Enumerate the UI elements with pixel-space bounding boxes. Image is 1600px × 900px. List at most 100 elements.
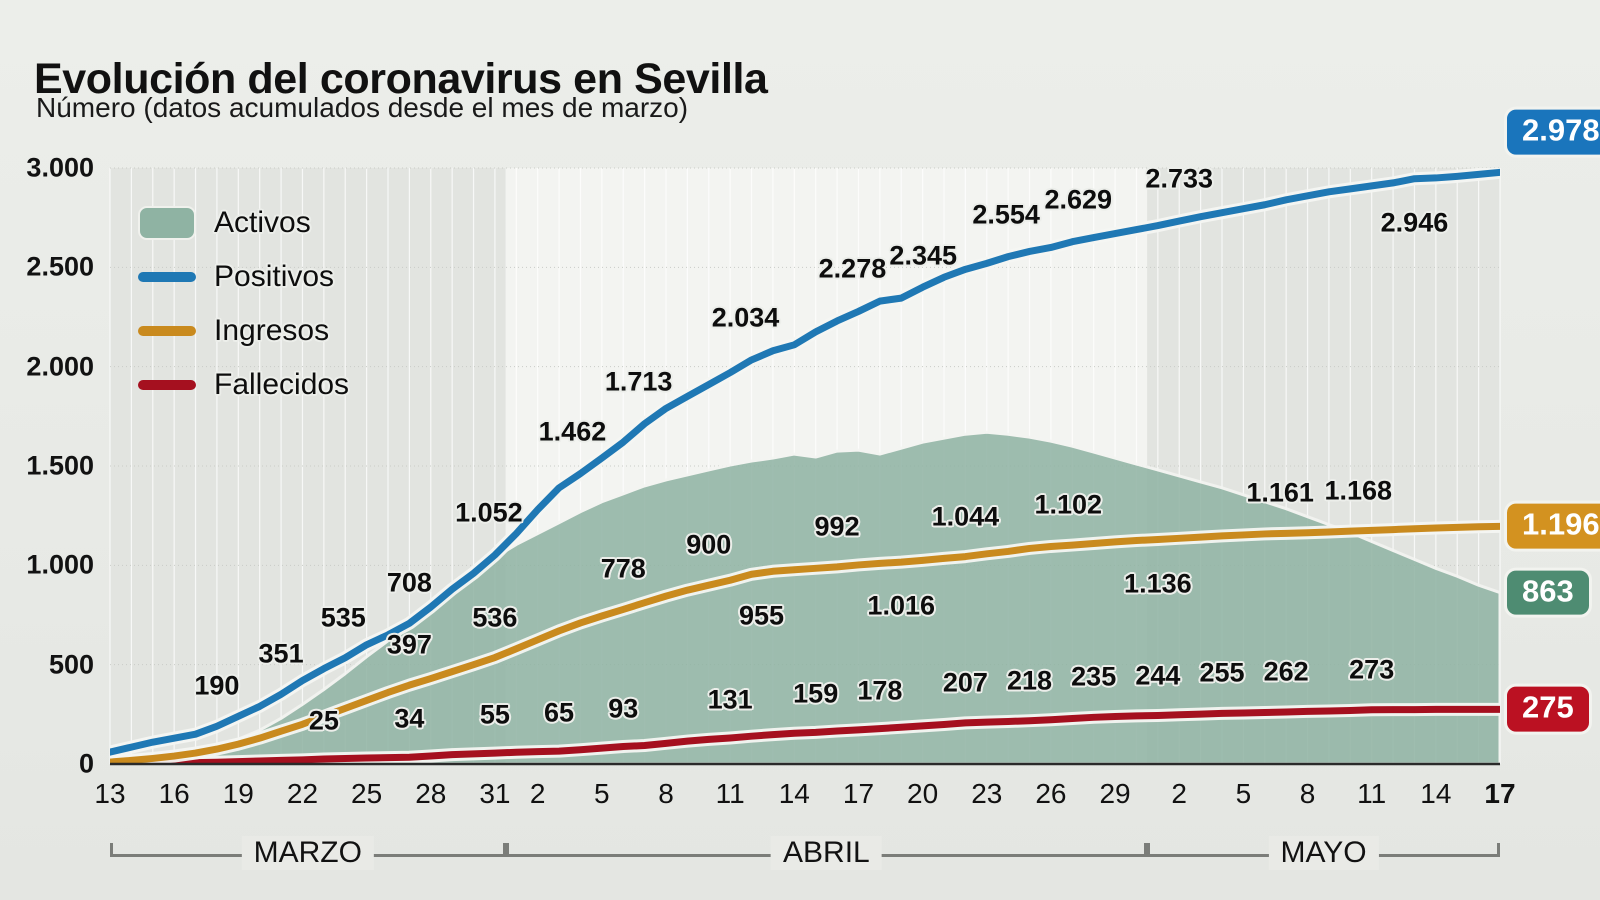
y-axis-tick-label: 3.000: [26, 152, 94, 183]
data-label-positivos: 2.733: [1145, 163, 1214, 194]
data-label-ingresos: 778: [600, 553, 646, 584]
x-axis-tick-label: 28: [415, 778, 447, 809]
x-axis-tick-label: 5: [1235, 778, 1252, 809]
data-label-fallecidos: 131: [707, 684, 753, 715]
x-axis-tick-label: 20: [907, 778, 939, 809]
data-label-fallecidos: 159: [793, 678, 839, 709]
data-label-positivos: 2.278: [818, 253, 887, 284]
badge-ingresos: 1.196: [1504, 501, 1600, 552]
data-label-fallecidos: 65: [544, 697, 575, 728]
x-axis-tick-label: 31: [479, 778, 511, 809]
x-axis-tick-label: 2: [529, 778, 546, 809]
month-label: MARZO: [241, 836, 374, 870]
chart-plot-area: [109, 167, 1501, 766]
data-label-fallecidos: 93: [608, 693, 639, 724]
data-label-fallecidos: 262: [1263, 656, 1309, 687]
month-label: ABRIL: [771, 836, 882, 870]
legend-swatch-fallecidos-icon: [138, 380, 196, 390]
chart-legend: Activos Positivos Ingresos Fallecidos: [138, 196, 349, 412]
month-bracket-mayo: MAYO: [1147, 836, 1500, 882]
legend-label-ingresos: Ingresos: [214, 314, 330, 347]
x-axis-tick-label: 26: [1035, 778, 1067, 809]
data-label-ingresos: 1.102: [1034, 489, 1103, 520]
data-label-fallecidos: 34: [394, 703, 425, 734]
data-label-fallecidos: 235: [1071, 661, 1117, 692]
x-axis-tick-label: 29: [1099, 778, 1131, 809]
data-label-ingresos: 1.016: [867, 590, 936, 621]
legend-item-positivos[interactable]: Positivos: [138, 250, 349, 304]
data-label-positivos: 1.052: [455, 497, 523, 528]
badge-positivos: 2.978: [1504, 107, 1600, 158]
badge-activos: 863: [1504, 567, 1592, 618]
data-label-positivos: 1.713: [604, 366, 673, 397]
x-axis-tick-label: 14: [778, 778, 810, 809]
x-axis-tick-label: 17: [842, 778, 875, 809]
legend-label-activos: Activos: [214, 206, 311, 239]
x-axis-tick-label: 2: [1171, 778, 1188, 809]
data-label-fallecidos: 25: [308, 705, 339, 736]
data-label-fallecidos: 178: [857, 675, 903, 706]
data-label-positivos: 1.462: [538, 416, 607, 447]
data-label-positivos: 2.034: [711, 302, 780, 333]
legend-label-positivos: Positivos: [214, 260, 335, 293]
month-bracket-marzo: MARZO: [110, 836, 506, 882]
data-label-ingresos: 536: [472, 602, 518, 632]
data-label-ingresos: 1.136: [1124, 568, 1192, 598]
badge-fallecidos: 275: [1504, 684, 1592, 735]
y-axis-tick-label: 0: [78, 748, 94, 779]
legend-item-activos[interactable]: Activos: [138, 196, 349, 250]
x-axis-tick-label: 14: [1420, 778, 1452, 809]
x-axis-tick-label: 11: [1357, 778, 1387, 809]
y-axis-tick-label: 2.000: [26, 351, 94, 382]
data-label-ingresos: 1.161: [1246, 477, 1314, 508]
y-axis-tick-label: 500: [48, 649, 94, 680]
data-label-positivos: 535: [320, 602, 366, 633]
y-axis-tick-label: 1.500: [26, 450, 94, 481]
y-axis-tick-label: 2.500: [26, 251, 94, 282]
x-axis-tick-label: 17: [1484, 778, 1516, 809]
data-label-positivos: 2.345: [889, 240, 958, 271]
data-label-ingresos: 900: [686, 529, 732, 560]
x-axis-tick-label: 13: [94, 778, 126, 809]
x-axis-tick-label: 8: [658, 778, 674, 809]
data-label-positivos: 2.629: [1044, 184, 1113, 215]
data-label-ingresos: 397: [386, 629, 432, 660]
data-label-fallecidos: 273: [1349, 654, 1395, 685]
data-label-positivos: 708: [386, 567, 432, 598]
data-label-ingresos: 1.168: [1324, 475, 1393, 506]
month-label: MAYO: [1268, 836, 1379, 870]
data-label-ingresos: 992: [814, 511, 860, 542]
data-label-ingresos: 1.044: [931, 501, 1000, 532]
legend-label-fallecidos: Fallecidos: [214, 368, 350, 401]
month-bracket-abril: ABRIL: [505, 836, 1148, 882]
data-label-fallecidos: 218: [1007, 665, 1053, 696]
data-label-fallecidos: 207: [942, 667, 988, 698]
data-label-positivos: 2.946: [1380, 207, 1449, 238]
data-label-positivos: 351: [258, 638, 304, 669]
legend-item-fallecidos[interactable]: Fallecidos: [138, 358, 349, 412]
data-label-fallecidos: 55: [479, 699, 510, 730]
x-axis-tick-label: 25: [351, 778, 383, 809]
x-axis-tick-label: 5: [594, 778, 610, 809]
x-axis-tick-label: 8: [1299, 778, 1316, 809]
data-label-fallecidos: 244: [1135, 660, 1181, 691]
x-axis-tick-label: 11: [715, 778, 745, 809]
data-label-ingresos: 955: [739, 600, 785, 631]
data-label-fallecidos: 255: [1199, 657, 1245, 688]
series-layer: [110, 168, 1500, 764]
x-axis-tick-label: 16: [158, 778, 190, 809]
legend-item-ingresos[interactable]: Ingresos: [138, 304, 349, 358]
data-label-positivos: 190: [194, 670, 240, 701]
data-label-positivos: 2.554: [972, 199, 1040, 230]
page-subtitle: Número (datos acumulados desde el mes de…: [36, 92, 689, 123]
x-axis-tick-label: 19: [222, 778, 254, 809]
legend-swatch-ingresos-icon: [138, 326, 196, 336]
legend-swatch-activos-icon: [138, 206, 196, 240]
y-axis-tick-label: 1.000: [26, 549, 94, 580]
legend-swatch-positivos-icon: [138, 272, 196, 282]
x-axis-tick-label: 23: [971, 778, 1003, 809]
page-title: Evolución del coronavirus en Sevilla: [34, 54, 768, 103]
x-axis-tick-label: 22: [286, 778, 319, 809]
